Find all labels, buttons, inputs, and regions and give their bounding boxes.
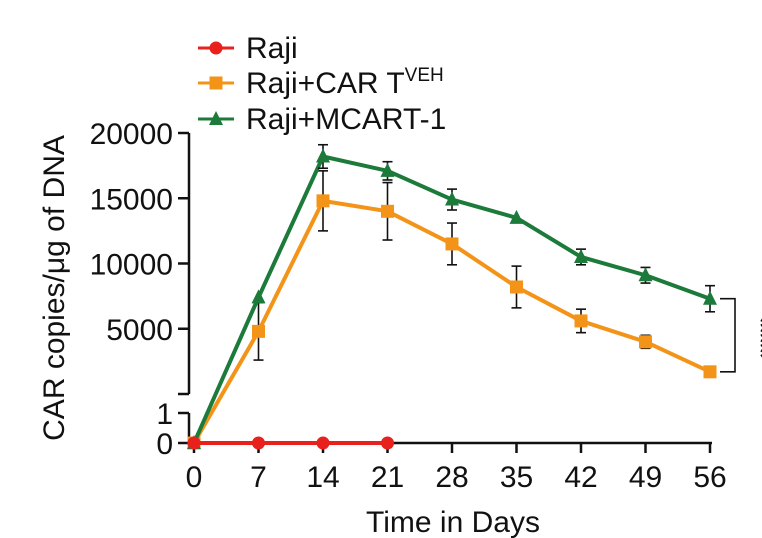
data-point-mcart [445,191,459,206]
data-point-mcart [509,209,524,224]
y-tick-label: 0 [156,428,173,461]
significance-bracket [720,297,736,373]
y-tick-label: 15000 [90,183,173,216]
data-point-mcart [316,148,330,163]
data-point-car-t [252,324,265,338]
legend-label-car-t-base: Raji+CAR T [246,67,405,100]
x-tick-label: 35 [500,461,533,494]
y-tick-label: 10000 [90,249,173,282]
data-point-mcart [703,290,717,305]
data-point-car-t [510,280,523,294]
y-tick-label: 20000 [90,118,173,151]
data-point-car-t [445,237,459,251]
data-point-car-t [316,194,330,208]
data-point-raji [252,436,265,450]
legend-marker-mcart [209,111,223,125]
x-tick-label: 42 [564,461,597,494]
data-point-mcart [638,267,653,282]
legend-label-raji: Raji [246,32,298,65]
significance-annotation: **** [746,318,762,359]
x-tick-label: 0 [186,461,203,494]
legend: Raji Raji+CAR TVEH Raji+MCART-1 [198,32,446,136]
x-tick-label: 7 [250,461,267,494]
legend-label-car-t-sup: VEH [405,65,444,86]
data-point-raji [381,436,394,450]
data-point-mcart [251,289,266,304]
x-tick-label: 21 [371,461,404,494]
legend-item-mcart: Raji+MCART-1 [198,103,446,136]
data-point-mcart [574,248,588,263]
data-point-mcart [380,162,395,177]
x-tick-label: 14 [306,461,339,494]
data-point-raji [316,436,330,450]
legend-marker-raji [209,41,223,55]
data-point-car-t [574,314,588,328]
y-tick-label: 1 [156,398,173,431]
legend-item-car-t: Raji+CAR TVEH [198,65,444,100]
legend-item-raji: Raji [198,32,298,65]
data-point-car-t [703,365,717,379]
data-point-car-t [639,335,652,349]
x-tick-label: 56 [693,461,726,494]
y-tick-label: 5000 [106,314,173,347]
data-point-raji [187,436,201,450]
data-point-car-t [381,204,394,218]
y-axis-label: CAR copies/μg of DNA [38,135,71,441]
legend-label-mcart: Raji+MCART-1 [246,103,446,136]
x-tick-label: 49 [629,461,662,494]
legend-marker-car-t [209,76,223,90]
x-axis-label: Time in Days [366,506,540,538]
legend-label-car-t: Raji+CAR TVEH [246,65,444,100]
x-tick-label: 28 [435,461,468,494]
